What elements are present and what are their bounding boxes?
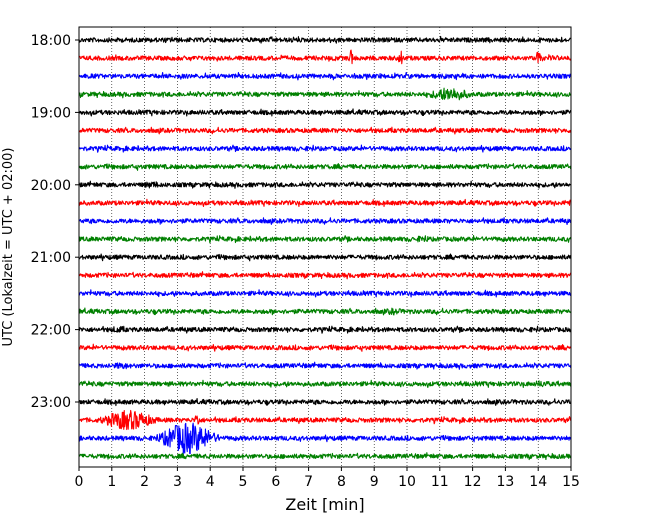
- trace-2115: [78, 271, 572, 280]
- trace-2200: [78, 325, 572, 334]
- trace-2245: [78, 379, 572, 389]
- trace-2215: [78, 343, 572, 352]
- x-tick-label: 9: [370, 474, 379, 490]
- trace-1915: [78, 126, 572, 135]
- trace-layer: [78, 35, 572, 461]
- x-tick-label: 7: [304, 474, 313, 490]
- trace-2315: [78, 409, 572, 431]
- x-tick-label: 12: [464, 474, 482, 490]
- x-tick-label: 4: [206, 474, 215, 490]
- x-tick-label: 0: [75, 474, 84, 490]
- y-tick-label: 21:00: [31, 250, 71, 266]
- x-tick-label: 15: [562, 474, 580, 490]
- trace-2345: [78, 452, 572, 461]
- grid-layer: [111, 27, 539, 467]
- plot-frame: [78, 26, 572, 468]
- y-tick-label: 20:00: [31, 178, 71, 194]
- x-tick-label: 8: [337, 474, 346, 490]
- x-tick-label: 14: [529, 474, 547, 490]
- x-tick-label: 1: [107, 474, 116, 490]
- trace-2300: [78, 397, 572, 407]
- y-tick-label: 23:00: [31, 395, 71, 411]
- x-tick-label: 6: [271, 474, 280, 490]
- y-tick-label: 22:00: [31, 323, 71, 339]
- x-tick-label: 11: [431, 474, 449, 490]
- trace-1945: [78, 163, 572, 171]
- trace-2145: [78, 307, 572, 316]
- trace-1800: [78, 35, 572, 44]
- y-tick-label: 18:00: [31, 33, 71, 49]
- trace-1830: [78, 71, 572, 81]
- trace-2230: [78, 361, 572, 370]
- trace-2045: [78, 235, 572, 244]
- trace-2000: [78, 180, 572, 189]
- x-tick-label: 5: [239, 474, 248, 490]
- trace-2100: [78, 253, 572, 262]
- trace-2030: [78, 217, 572, 226]
- trace-2015: [78, 198, 572, 208]
- trace-1815: [78, 49, 572, 65]
- x-tick-label: 10: [398, 474, 416, 490]
- trace-1845: [78, 87, 572, 101]
- y-axis-label: UTC (Lokalzeit = UTC + 02:00): [1, 148, 16, 347]
- trace-1900: [78, 108, 572, 117]
- trace-1930: [78, 144, 572, 153]
- x-axis-label: Zeit [min]: [285, 495, 364, 514]
- axis-layer: 0 1 2 3 4 5 6 7 8 9 10 11 12 13 14 1518:0019:0020:0021:…: [31, 33, 580, 490]
- x-tick-label: 13: [496, 474, 514, 490]
- trace-2130: [78, 289, 572, 298]
- trace-2330: [78, 422, 572, 455]
- y-tick-label: 19:00: [31, 105, 71, 121]
- x-tick-label: 2: [140, 474, 149, 490]
- x-tick-label: 3: [173, 474, 182, 490]
